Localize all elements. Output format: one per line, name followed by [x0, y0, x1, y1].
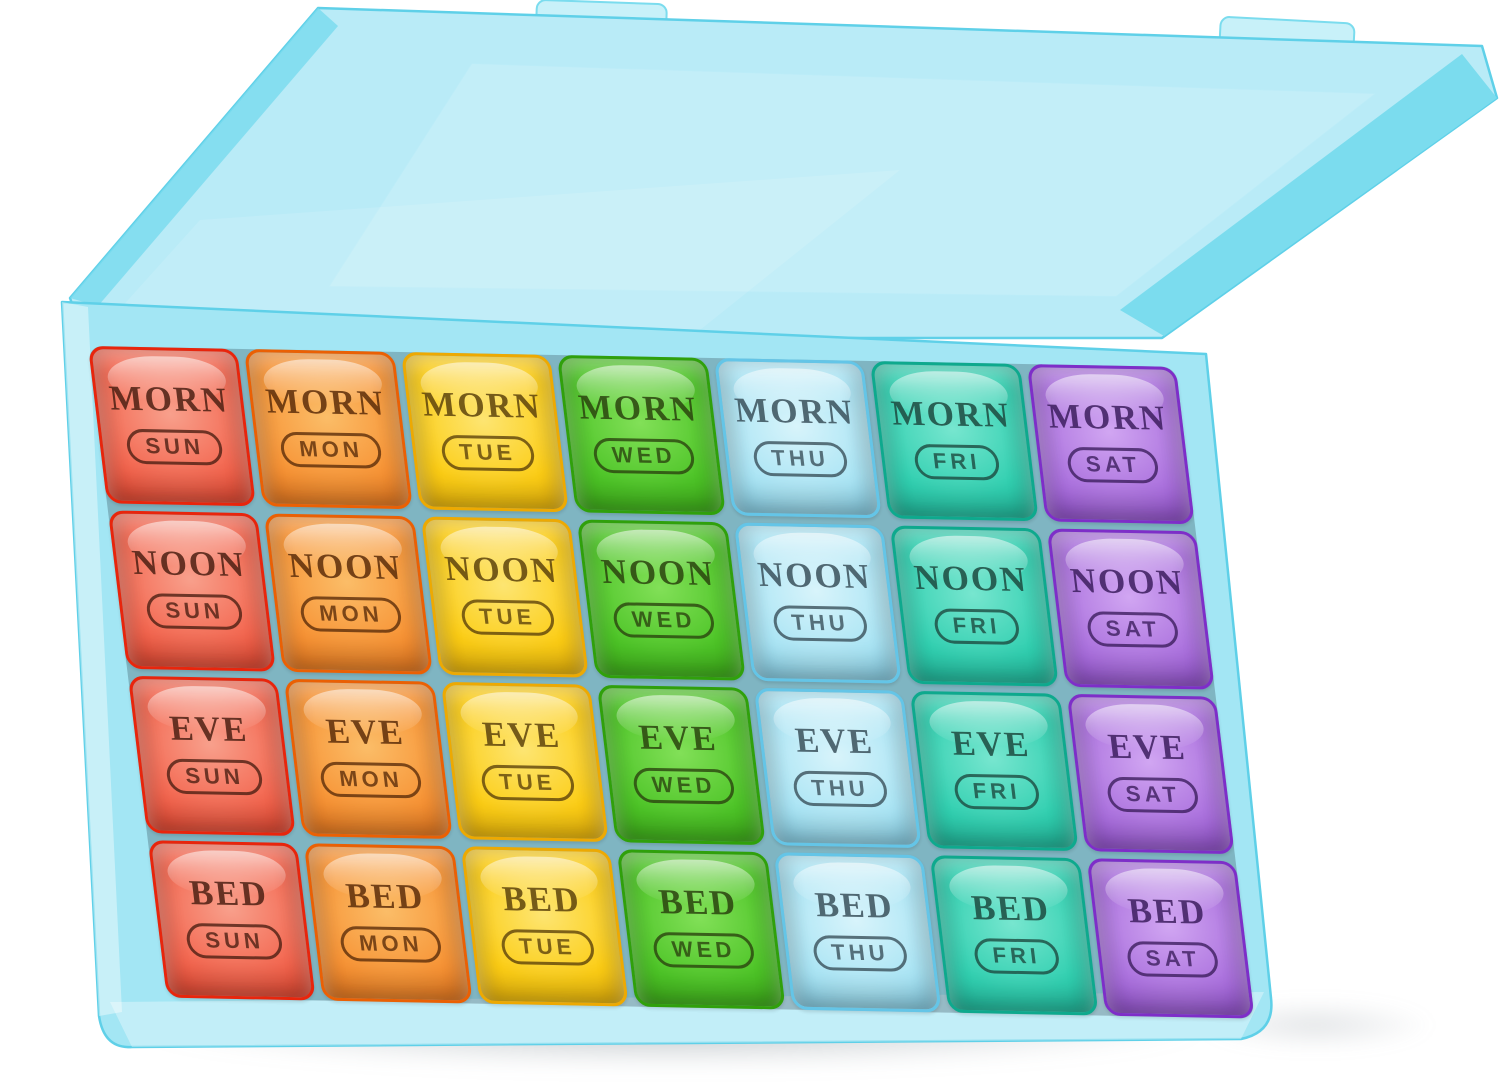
day-badge: MON [339, 925, 443, 963]
period-label: BED [343, 875, 427, 917]
compartment-bed-thu: BED THU [773, 852, 942, 1013]
day-badge: THU [791, 770, 889, 808]
compartment-morn-fri: MORN FRI [869, 361, 1039, 522]
compartment-morn-tue: MORN TUE [400, 352, 570, 513]
day-badge: FRI [972, 937, 1061, 975]
day-badge: TUE [499, 928, 596, 966]
compartment-noon-sat: NOON SAT [1046, 528, 1215, 690]
compartment-eve-fri: EVE FRI [909, 690, 1079, 851]
day-badge: FRI [952, 773, 1041, 811]
lid-front-rim [1120, 54, 1497, 336]
compartment-noon-wed: NOON WED [577, 519, 746, 681]
period-label: BED [1125, 890, 1209, 932]
day-badge: THU [811, 934, 909, 972]
day-badge: WED [632, 767, 736, 805]
compartment-noon-mon: NOON MON [264, 513, 433, 675]
day-badge: MON [319, 761, 423, 799]
day-badge: WED [651, 931, 756, 969]
day-badge: SUN [145, 593, 245, 631]
compartment-bed-wed: BED WED [616, 848, 786, 1010]
day-badge: TUE [459, 599, 556, 637]
period-label: BED [656, 881, 740, 923]
period-label: NOON [912, 558, 1030, 600]
day-badge: SAT [1125, 940, 1221, 978]
day-badge: MON [279, 431, 383, 469]
period-label: EVE [167, 708, 251, 749]
compartment-bed-sat: BED SAT [1086, 858, 1255, 1019]
compartment-eve-wed: EVE WED [597, 684, 766, 845]
day-badge: SAT [1105, 776, 1201, 814]
period-label: MORN [263, 381, 388, 423]
compartment-bed-tue: BED TUE [460, 845, 630, 1007]
period-label: MORN [576, 387, 700, 429]
day-badge: MON [299, 596, 403, 634]
period-label: BED [187, 872, 271, 914]
compartment-eve-thu: EVE THU [753, 687, 922, 848]
period-label: BED [969, 887, 1053, 929]
day-badge: FRI [912, 443, 1001, 481]
period-label: BED [500, 878, 583, 920]
lid-inner-panel [328, 63, 1377, 297]
base-left-wall [62, 302, 122, 1016]
day-badge: SAT [1065, 446, 1161, 484]
compartment-morn-sun: MORN SUN [88, 346, 257, 507]
compartment-noon-tue: NOON TUE [420, 516, 590, 678]
pill-grid: MORN SUN MORN MON MORN TUE MORN WED MORN THU MORN F… [88, 346, 1255, 1019]
period-label: BED [812, 884, 896, 926]
period-label: MORN [732, 390, 857, 432]
compartment-noon-sun: NOON SUN [107, 510, 277, 672]
day-badge: WED [592, 437, 696, 475]
compartment-bed-sun: BED SUN [147, 839, 317, 1001]
day-badge: THU [751, 440, 850, 478]
period-label: NOON [599, 552, 717, 594]
day-badge: THU [771, 605, 870, 643]
compartment-morn-sat: MORN SAT [1026, 364, 1195, 525]
period-label: MORN [1045, 396, 1170, 438]
period-label: MORN [419, 384, 544, 426]
compartment-bed-mon: BED MON [304, 842, 473, 1004]
compartment-bed-fri: BED FRI [929, 855, 1099, 1016]
period-label: EVE [323, 711, 407, 752]
lid-sheen [110, 170, 900, 330]
period-label: EVE [480, 714, 563, 755]
period-label: EVE [1105, 726, 1189, 767]
period-label: EVE [793, 720, 876, 761]
day-badge: TUE [439, 434, 536, 472]
compartment-morn-thu: MORN THU [713, 358, 883, 519]
day-badge: SAT [1085, 611, 1181, 649]
compartment-eve-mon: EVE MON [284, 678, 453, 839]
compartment-eve-tue: EVE TUE [440, 681, 610, 842]
day-badge: TUE [479, 764, 576, 802]
compartment-eve-sat: EVE SAT [1066, 693, 1235, 854]
day-badge: WED [612, 602, 716, 640]
period-label: NOON [1068, 561, 1187, 603]
period-label: EVE [949, 723, 1033, 764]
compartment-eve-sun: EVE SUN [127, 675, 297, 836]
compartment-morn-wed: MORN WED [557, 355, 726, 516]
period-label: NOON [442, 549, 561, 591]
period-label: MORN [889, 393, 1013, 435]
day-badge: SUN [125, 428, 225, 466]
day-badge: FRI [932, 608, 1021, 646]
period-label: NOON [286, 546, 405, 588]
compartment-noon-thu: NOON THU [733, 522, 903, 684]
period-label: NOON [130, 543, 248, 585]
period-label: MORN [107, 378, 231, 420]
period-label: EVE [636, 717, 720, 758]
base-right-ledge [1205, 353, 1272, 999]
lid [68, 0, 1499, 340]
period-label: NOON [755, 555, 874, 597]
compartment-morn-mon: MORN MON [244, 349, 413, 510]
lid-left-rim [70, 8, 338, 306]
day-badge: SUN [185, 922, 284, 960]
compartment-noon-fri: NOON FRI [889, 525, 1059, 687]
day-badge: SUN [165, 758, 264, 796]
